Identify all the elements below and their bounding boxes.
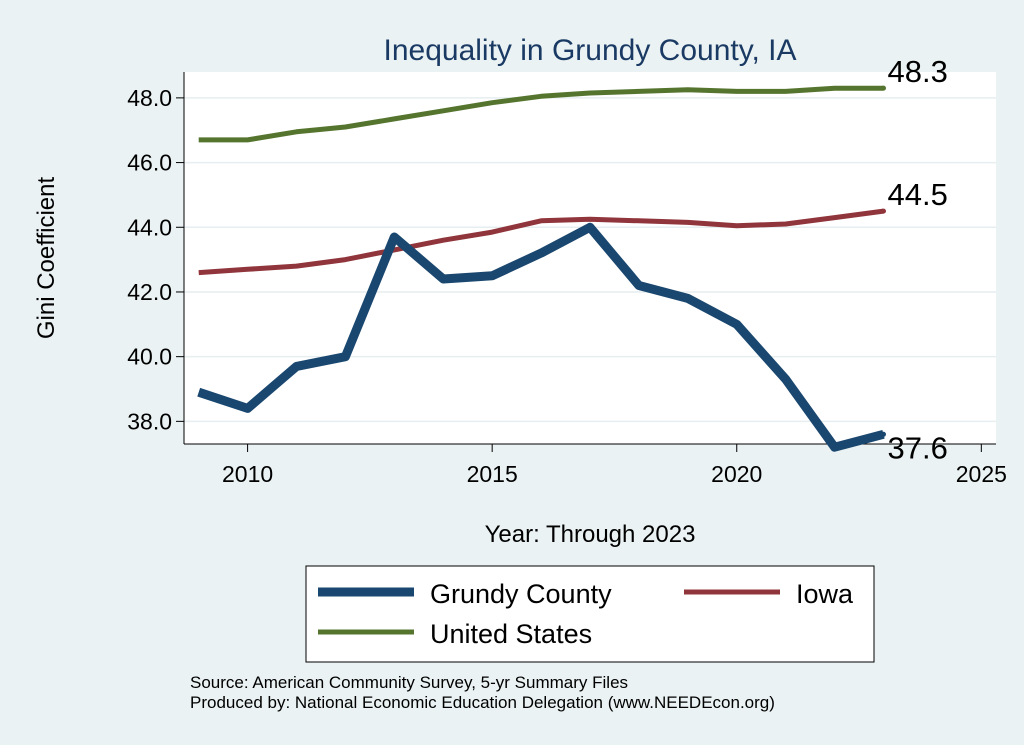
legend-label-united-states: United States (430, 619, 592, 649)
end-label-united-states: 48.3 (887, 54, 947, 89)
gridlines (184, 97, 996, 423)
y-tick-label: 38.0 (127, 408, 172, 434)
y-tick-label: 42.0 (127, 279, 172, 305)
chart-title: Inequality in Grundy County, IA (384, 34, 797, 67)
x-tick-label: 2025 (956, 461, 1007, 487)
y-axis-title: Gini Coefficient (33, 177, 60, 340)
series-line-grundy-county (197, 222, 885, 452)
x-tick-label: 2020 (711, 461, 762, 487)
series-layer (197, 85, 886, 452)
y-tick-label: 44.0 (127, 214, 172, 240)
legend-label-grundy-county: Grundy County (430, 579, 612, 609)
y-tick-label: 46.0 (127, 150, 172, 176)
series-line-united-states (198, 85, 884, 143)
label-layer: 48.3 44.5 37.6 (887, 54, 947, 465)
x-tick-label: 2010 (222, 461, 273, 487)
end-label-grundy-county: 37.6 (887, 430, 947, 465)
series-line-iowa (198, 208, 884, 276)
x-tick-label: 2015 (467, 461, 518, 487)
plot-area (184, 72, 996, 444)
source-note: Source: American Community Survey, 5-yr … (190, 673, 628, 692)
axes: 38.0 40.0 42.0 44.0 46.0 48.0 2010 2015 2020 2025 (127, 72, 1007, 487)
end-label-iowa: 44.5 (887, 177, 947, 212)
y-tick-label: 48.0 (127, 85, 172, 111)
legend-label-iowa: Iowa (796, 579, 854, 609)
legend: Grundy County Iowa United States (305, 565, 875, 663)
x-axis-title: Year: Through 2023 (485, 521, 696, 548)
y-tick-label: 40.0 (127, 344, 172, 370)
legend-box (305, 565, 875, 663)
producer-note: Produced by: National Economic Education… (190, 693, 775, 712)
series-end-point-iowa (880, 208, 886, 214)
series-end-point-united-states (880, 85, 886, 91)
series-end-point-grundy-county (880, 431, 886, 437)
